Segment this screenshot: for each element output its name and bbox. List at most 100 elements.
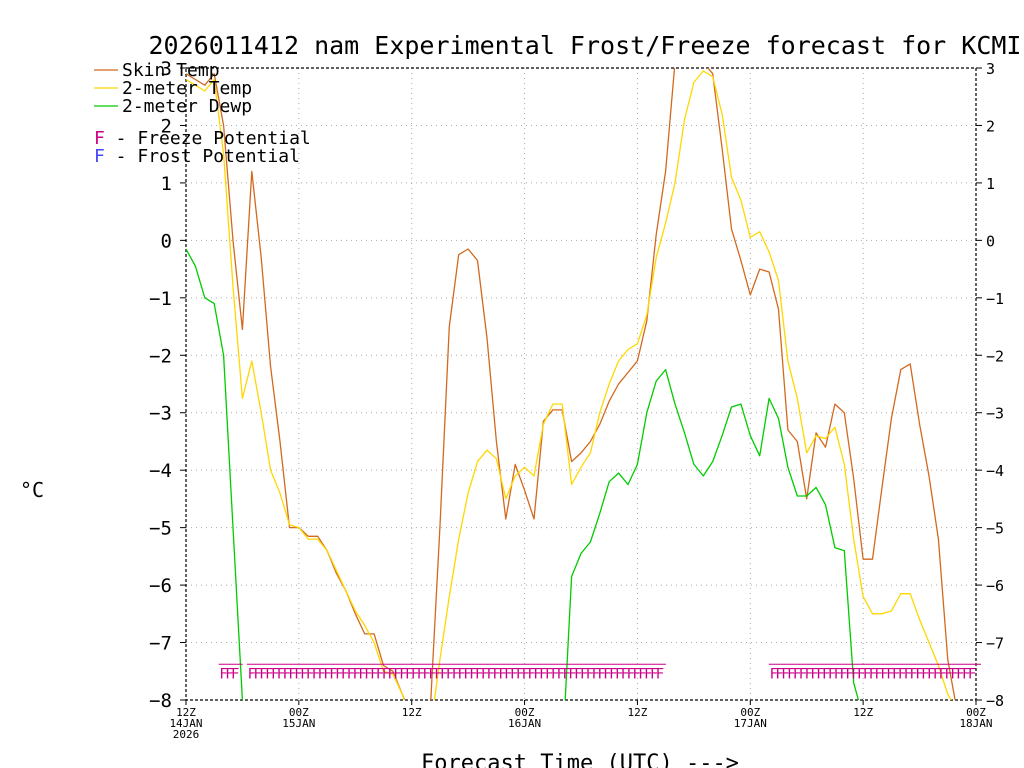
freeze-marker: F [656,666,664,682]
freeze-marker: F [840,666,848,682]
freeze-marker: F [539,666,547,682]
freeze-marker: F [615,666,623,682]
freeze-marker: F [405,666,413,682]
freeze-marker: F [219,666,227,682]
freeze-marker: F [805,666,813,682]
legend-label: 2-meter Dewp [122,96,252,117]
freeze-marker: F [597,666,605,682]
freeze-marker: F [787,666,795,682]
y-tick-label-left: −2 [149,345,172,367]
freeze-marker: F [945,666,953,682]
y-tick-label-right: −7 [986,635,1004,653]
freeze-marker: F [816,666,824,682]
legend-label: 2-meter Temp [122,78,252,99]
freeze-marker: F [892,666,900,682]
freeze-marker: F [259,666,267,682]
freeze-marker: F [265,666,273,682]
y-tick-label-left: 2 [161,115,172,137]
y-tick-label-left: 3 [161,58,172,80]
freeze-marker: F [288,666,296,682]
freeze-marker: F [271,666,279,682]
freeze-marker: F [799,666,807,682]
freeze-marker: F [353,666,361,682]
y-tick-label-right: 1 [986,175,995,193]
freeze-marker: F [962,666,970,682]
legend-label: Skin Temp [122,60,220,81]
freeze-marker: F [770,666,778,682]
freeze-marker: F [231,666,239,682]
freeze-marker: F [358,666,366,682]
legend-freeze: F - Freeze Potential [94,128,311,149]
freeze-marker: F [851,666,859,682]
freeze-marker: F [376,666,384,682]
freeze-marker: F [586,666,594,682]
freeze-marker: F [323,666,331,682]
x-tick-label: 12Z [853,706,873,719]
freeze-marker: F [370,666,378,682]
y-tick-label-right: 2 [986,117,995,135]
freeze-marker: F [904,666,912,682]
freeze-marker: F [533,666,541,682]
freeze-marker: F [950,666,958,682]
plot-frame [185,67,977,701]
x-tick-label: 15JAN [282,717,315,730]
y-tick-label-left: 1 [161,173,172,195]
chart-title: 2026011412 nam Experimental Frost/Freeze… [149,31,1022,60]
y-tick-label-left: −6 [149,575,172,597]
y-tick-label-right: −6 [986,577,1004,595]
freeze-marker: F [869,666,877,682]
freeze-marker: F [440,666,448,682]
freeze-marker: F [458,666,466,682]
series-skin-temp [186,68,956,700]
freeze-marker: F [545,666,553,682]
freeze-marker: F [516,666,524,682]
freeze-marker: F [423,666,431,682]
freeze-marker: F [312,666,320,682]
freeze-marker: F [417,666,425,682]
freeze-marker: F [834,666,842,682]
freeze-marker: F [828,666,836,682]
y-tick-label-left: −1 [149,288,172,310]
freeze-marker: F [248,666,256,682]
freeze-marker: F [347,666,355,682]
freeze-marker: F [915,666,923,682]
y-tick-label-right: −5 [986,520,1004,538]
freeze-marker: F [522,666,530,682]
freeze-marker: F [225,666,233,682]
freeze-marker: F [493,666,501,682]
freeze-marker: F [574,666,582,682]
freeze-marker: F [335,666,343,682]
x-tick-label: 00Z [515,706,535,719]
x-tick-label: 00Z [966,706,986,719]
x-axis-label: Forecast Time (UTC) ---> [421,751,739,768]
freeze-marker: F [428,666,436,682]
freeze-marker: F [528,666,536,682]
freeze-marker: F [294,666,302,682]
freeze-marker: F [632,666,640,682]
freeze-marker: F [621,666,629,682]
freeze-marker: F [857,666,865,682]
y-tick-label-left: −5 [149,518,172,540]
y-axis-label: °C [20,478,44,502]
series-2-meter-dewp [186,248,860,700]
freeze-marker: F [481,666,489,682]
freeze-marker: F [463,666,471,682]
freeze-potential-markers: FFF FFFFFFFFFFFFFFFFFFFFFFFFFFFFFFFFFFFFF… [218,663,981,682]
y-tick-label-right: 3 [986,60,995,78]
freeze-marker: F [898,666,906,682]
y-tick-label-right: −1 [986,290,1004,308]
freeze-marker: F [283,666,291,682]
y-tick-label-left: −3 [149,403,172,425]
freeze-marker: F [253,666,261,682]
freeze-marker: F [810,666,818,682]
y-tick-label-right: −4 [986,462,1004,480]
series-layer [186,68,956,700]
freeze-marker: F [609,666,617,682]
freeze-marker: F [411,666,419,682]
freeze-marker: F [875,666,883,682]
freeze-marker: F [475,666,483,682]
freeze-marker: F [557,666,565,682]
freeze-marker: F [510,666,518,682]
